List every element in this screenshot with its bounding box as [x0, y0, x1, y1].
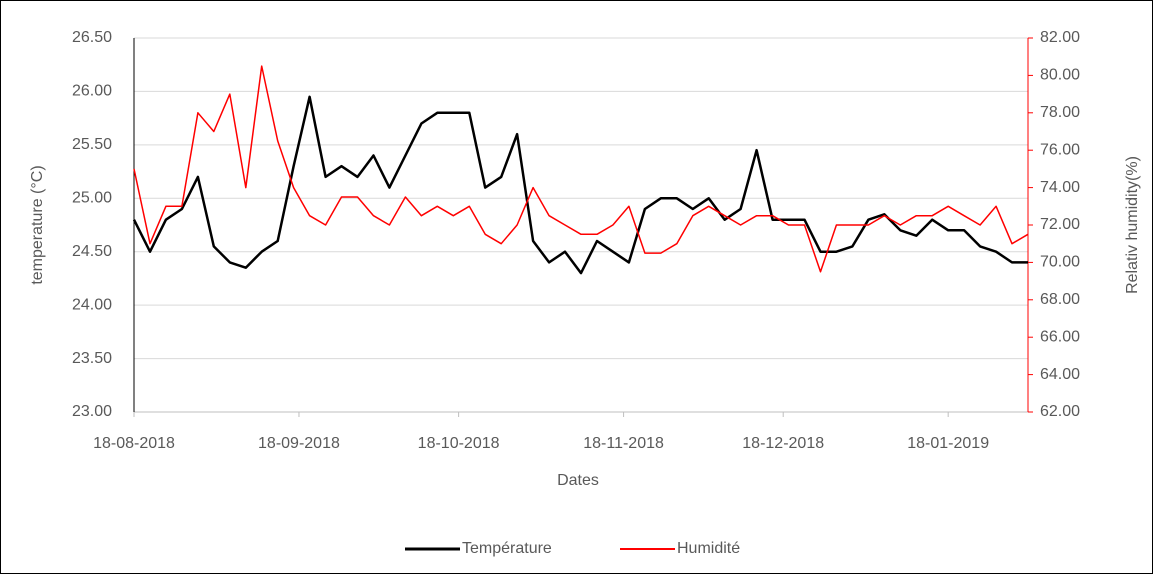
y2-tick-label: 76.00	[1040, 141, 1080, 158]
x-tick-label: 18-09-2018	[258, 435, 340, 452]
y-tick-label: 26.50	[72, 29, 112, 46]
y-tick-label: 24.00	[72, 296, 112, 313]
x-axis-title: Dates	[557, 472, 599, 489]
y2-axis-title: Relativ humidity(%)	[1124, 156, 1141, 294]
x-tick-label: 18-08-2018	[93, 435, 175, 452]
y2-tick-label: 72.00	[1040, 216, 1080, 233]
y-tick-label: 24.50	[72, 243, 112, 260]
y-axis-title: temperature (°C)	[29, 165, 46, 284]
y2-tick-label: 82.00	[1040, 29, 1080, 46]
y2-tick-label: 74.00	[1040, 179, 1080, 196]
x-tick-label: 18-11-2018	[583, 435, 664, 452]
y-tick-label: 25.50	[72, 136, 112, 153]
y2-tick-label: 66.00	[1040, 328, 1080, 345]
legend-label: Température	[462, 540, 552, 557]
data-line	[133, 65, 1029, 273]
legend-label: Humidité	[677, 540, 740, 557]
y2-tick-label: 70.00	[1040, 254, 1080, 271]
x-tick-label: 18-01-2019	[907, 435, 989, 452]
y-tick-label: 26.00	[72, 83, 112, 100]
y2-tick-label: 68.00	[1040, 291, 1080, 308]
data-line	[132, 95, 1028, 275]
y2-tick-label: 64.00	[1040, 366, 1080, 383]
y2-tick-label: 78.00	[1040, 104, 1080, 121]
y-tick-label: 25.00	[72, 190, 112, 207]
y-tick-label: 23.00	[72, 403, 112, 420]
y-tick-label: 23.50	[72, 350, 112, 367]
y2-tick-label: 80.00	[1040, 67, 1080, 84]
x-tick-label: 18-12-2018	[742, 435, 824, 452]
x-tick-label: 18-10-2018	[418, 435, 500, 452]
y2-tick-label: 62.00	[1040, 403, 1080, 420]
